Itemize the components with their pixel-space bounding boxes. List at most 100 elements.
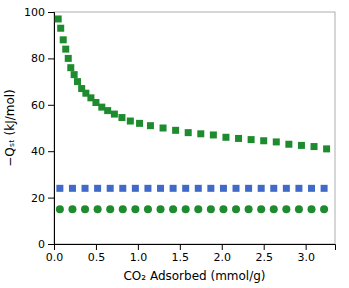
y-axis-title: −Qₛₜ (kJ/mol) (3, 89, 17, 167)
circle-point (194, 205, 202, 213)
circle-point (169, 205, 177, 213)
x-tick-mark (138, 244, 139, 250)
x-tick-mark (96, 244, 97, 250)
circle-point (119, 205, 127, 213)
square-point (157, 185, 164, 192)
square-point (62, 46, 69, 53)
square-point (195, 185, 202, 192)
series (56, 205, 328, 213)
circle-point (245, 205, 253, 213)
y-tick-mark (48, 58, 54, 59)
square-point (147, 122, 154, 129)
y-tick-label: 40 (31, 145, 45, 158)
square-point (258, 185, 265, 192)
square-point (67, 64, 74, 71)
y-axis: 0 20 40 60 80 100 (24, 6, 55, 251)
y-tick: 20 (31, 192, 54, 205)
y-tick-label: 100 (24, 6, 45, 19)
x-tick-mark (306, 244, 307, 250)
x-tick-label: 3.0 (297, 251, 315, 264)
x-tick-label: 0.0 (46, 251, 64, 264)
square-point (308, 185, 315, 192)
y-tick-mark (48, 151, 54, 152)
circle-point (219, 205, 227, 213)
square-point (245, 185, 252, 192)
square-point (94, 185, 101, 192)
x-tick-label: 0.5 (88, 251, 106, 264)
square-point (119, 185, 126, 192)
x-axis-title: CO₂ Adsorbed (mmol/g) (123, 269, 265, 283)
square-point (136, 120, 143, 127)
square-point (57, 25, 64, 32)
y-tick: 80 (31, 52, 54, 65)
x-tick: 2.0 (214, 244, 232, 264)
circle-point (157, 205, 165, 213)
x-axis: 0.0 0.5 1.0 1.5 2.0 2.5 3.0 (46, 244, 336, 264)
y-tick-label: 20 (31, 192, 45, 205)
chart: 0.0 0.5 1.0 1.5 2.0 2.5 3.0 0 20 40 60 80 100 CO₂ Ads… (0, 0, 349, 288)
square-point (283, 185, 290, 192)
circle-point (270, 205, 278, 213)
circle-point (106, 205, 114, 213)
square-point (144, 185, 151, 192)
circle-point (144, 205, 152, 213)
y-tick-mark (48, 198, 54, 199)
square-point (295, 185, 302, 192)
x-tick-label: 1.0 (130, 251, 148, 264)
x-tick: 1.0 (130, 244, 148, 264)
square-point (60, 36, 67, 43)
square-point (210, 131, 217, 138)
circle-point (207, 205, 215, 213)
y-tick: 40 (31, 145, 54, 158)
x-tick: 3.0 (297, 244, 315, 264)
y-tick-mark (48, 105, 54, 106)
square-point (298, 142, 305, 149)
square-point (118, 114, 125, 121)
x-tick-mark (180, 244, 181, 250)
y-tick-label: 0 (38, 238, 45, 251)
square-point (260, 137, 267, 144)
square-point (222, 134, 229, 141)
square-point (127, 118, 134, 125)
circle-point (295, 205, 303, 213)
y-tick-label: 60 (31, 99, 45, 112)
series (55, 15, 330, 152)
square-point (111, 111, 118, 118)
square-point (69, 185, 76, 192)
square-point (182, 185, 189, 192)
x-tick-mark (222, 244, 223, 250)
x-tick: 0.0 (46, 244, 64, 264)
circle-point (232, 205, 240, 213)
y-tick-mark (48, 12, 54, 13)
circle-point (308, 205, 316, 213)
y-tick: 100 (24, 6, 54, 19)
circle-point (320, 205, 328, 213)
y-tick-label: 80 (31, 52, 45, 65)
circle-point (282, 205, 290, 213)
y-tick-mark (48, 244, 54, 245)
circle-point (257, 205, 265, 213)
square-point (321, 185, 328, 192)
circle-point (56, 205, 64, 213)
x-tick: 0.5 (88, 244, 106, 264)
square-point (270, 185, 277, 192)
square-point (233, 185, 240, 192)
square-point (82, 185, 89, 192)
plot-frame (54, 12, 335, 244)
circle-point (94, 205, 102, 213)
y-axis-line (48, 13, 55, 245)
square-point (185, 129, 192, 136)
x-tick-label: 2.5 (255, 251, 272, 264)
x-axis-line (55, 245, 336, 251)
circle-point (131, 205, 139, 213)
square-point (172, 127, 179, 134)
y-tick: 0 (38, 238, 54, 251)
x-tick: 1.5 (172, 244, 190, 264)
square-point (323, 145, 330, 152)
square-point (220, 185, 227, 192)
square-point (104, 107, 111, 114)
y-tick: 60 (31, 99, 54, 112)
square-point (285, 141, 292, 148)
circle-point (182, 205, 190, 213)
square-point (107, 185, 114, 192)
